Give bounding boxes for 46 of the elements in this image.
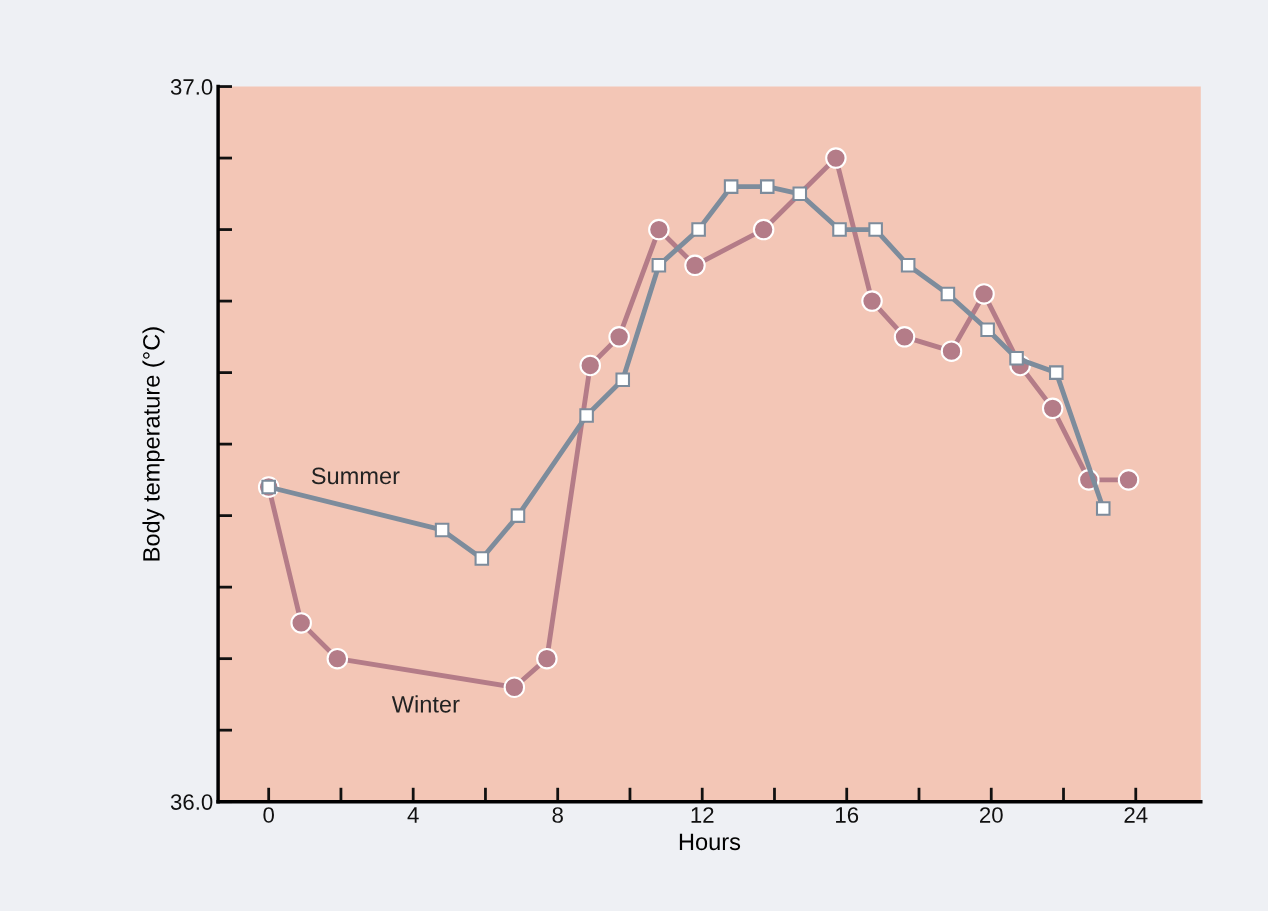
point: [1095, 501, 1111, 516]
y-tick-label: 36.0: [170, 794, 213, 810]
y-axis-title: Body temperature (°C): [142, 327, 165, 561]
point: [608, 326, 630, 348]
point: [474, 551, 490, 566]
series-label: Summer: [311, 467, 400, 485]
x-tick-label: 4: [407, 807, 419, 823]
point: [684, 254, 706, 277]
point: [759, 179, 775, 194]
series-label: Winter: [391, 695, 460, 713]
point: [940, 340, 963, 362]
point: [579, 408, 594, 423]
point: [648, 218, 670, 241]
point: [510, 508, 526, 523]
point: [752, 218, 775, 241]
point: [973, 283, 995, 305]
point: [290, 612, 312, 634]
point: [893, 326, 916, 348]
x-tick-label: 12: [691, 807, 714, 823]
point: [434, 522, 450, 538]
x-axis-title: Hours: [679, 833, 741, 851]
point: [615, 372, 631, 388]
point: [723, 179, 739, 194]
point: [326, 647, 349, 670]
y-tick-label: 37.0: [170, 79, 213, 95]
point: [861, 290, 883, 312]
point: [868, 222, 883, 237]
x-tick-label: 24: [1124, 807, 1148, 823]
x-tick-label: 16: [836, 807, 859, 823]
point: [651, 258, 667, 273]
point: [579, 354, 601, 377]
point: [1041, 397, 1064, 420]
x-tick-label: 8: [552, 807, 563, 823]
x-tick-label: 20: [980, 807, 1003, 823]
point: [940, 286, 956, 302]
point: [691, 222, 706, 237]
point: [503, 676, 526, 699]
point: [1117, 469, 1140, 491]
point: [1048, 365, 1064, 380]
point: [832, 222, 847, 237]
point: [980, 322, 995, 337]
x-tick-label: 0: [263, 807, 274, 823]
point: [792, 186, 808, 202]
point: [900, 258, 916, 273]
point: [536, 647, 558, 670]
point: [825, 147, 847, 169]
